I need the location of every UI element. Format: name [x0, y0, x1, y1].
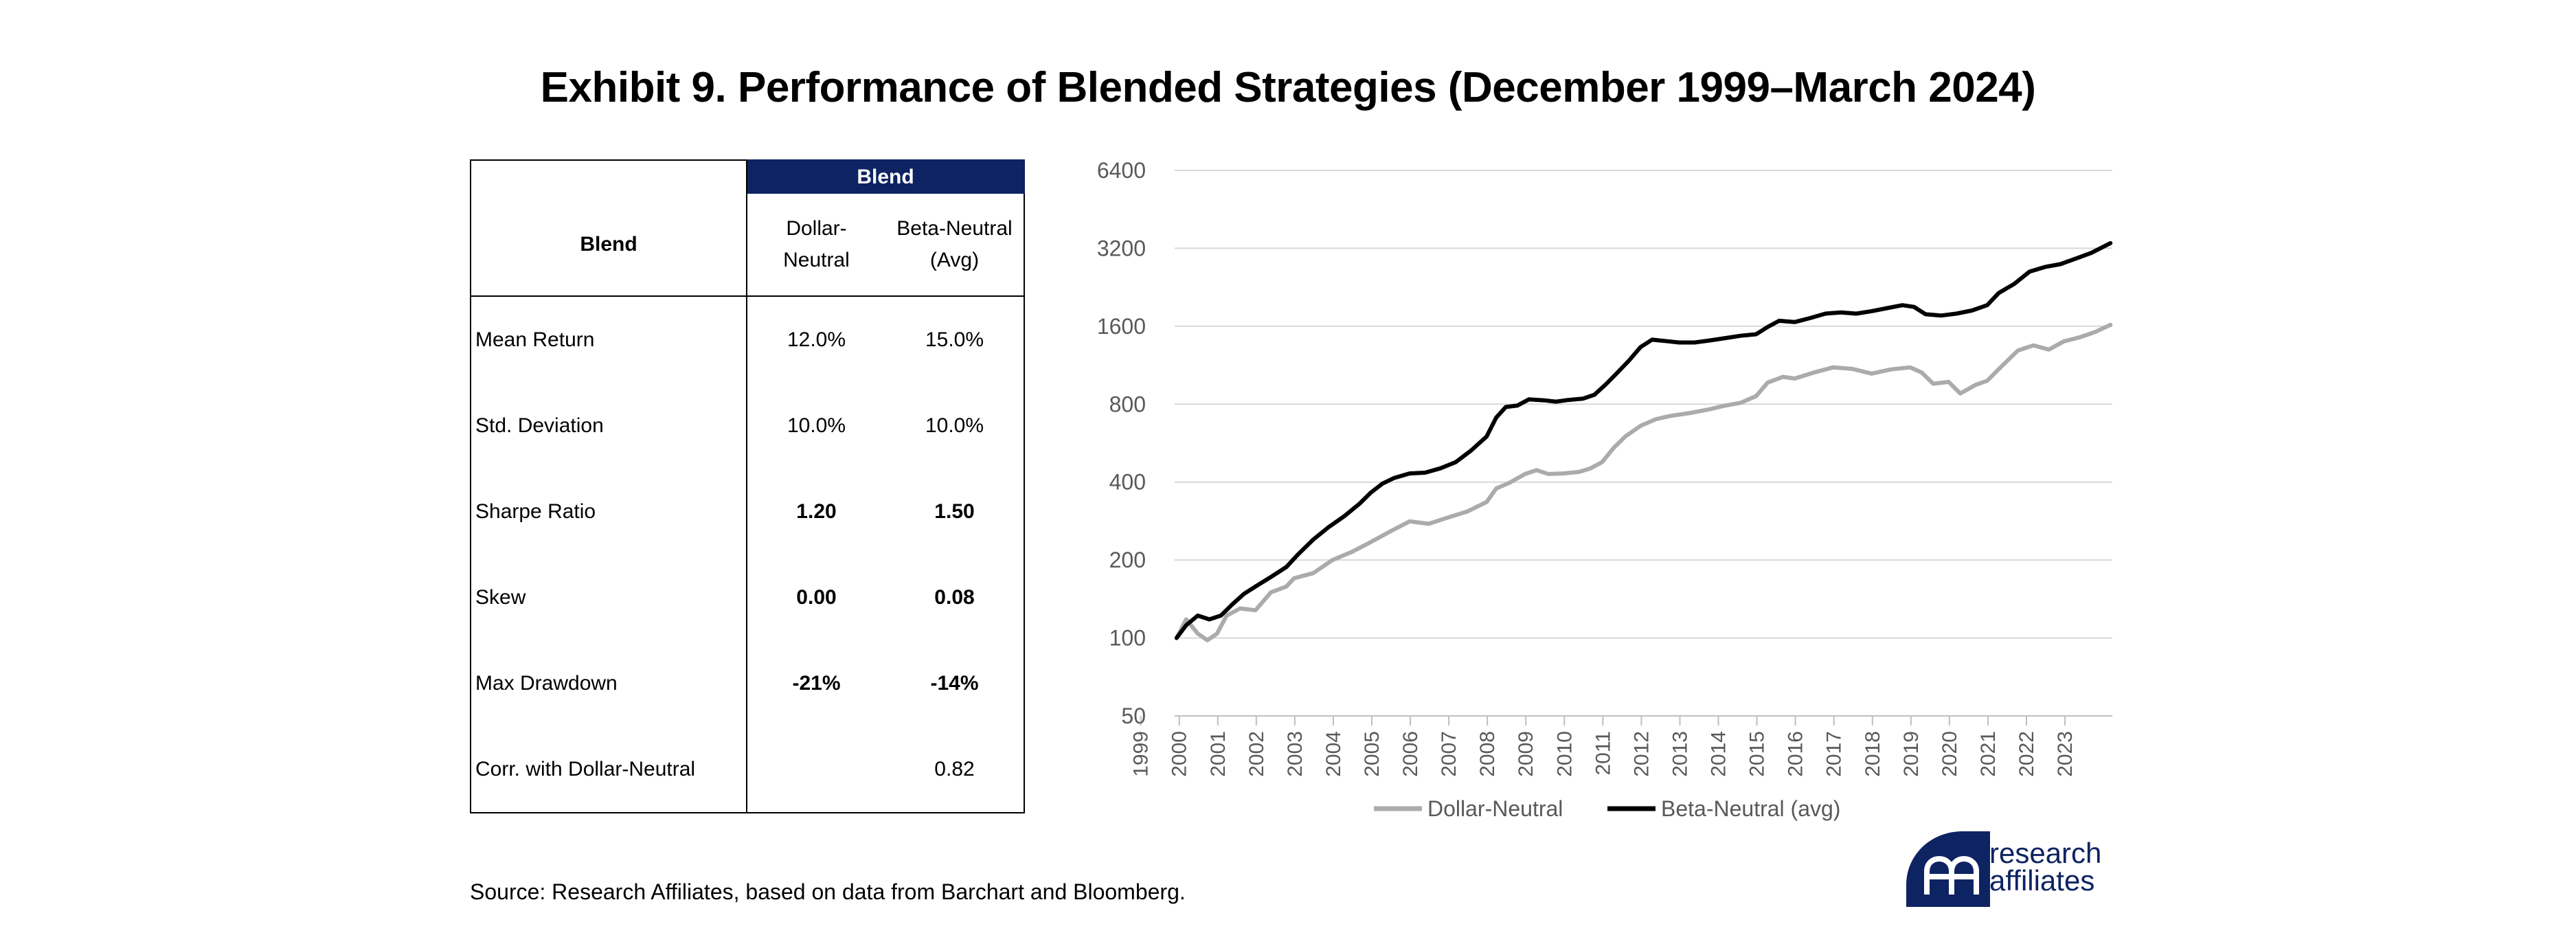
x-tick-label: 2014	[1708, 731, 1730, 777]
table-row: Max Drawdown -21% -14%	[470, 640, 1025, 726]
series-line-beta-neutral-avg	[1174, 240, 2113, 640]
y-tick-label: 200	[1109, 548, 1146, 572]
x-tick-label: 2017	[1823, 731, 1846, 777]
x-tick-label: 1999	[1130, 731, 1153, 777]
logo-wordmark: research affiliates	[1989, 837, 2102, 897]
col-header-dollar-line1: Dollar-	[786, 217, 847, 240]
y-tick-label: 50	[1121, 704, 1146, 728]
table-row: Sharpe Ratio 1.20 1.50	[470, 469, 1025, 554]
cell-beta-neutral: -14%	[885, 640, 1025, 726]
table-row: Std. Deviation 10.0% 10.0%	[470, 383, 1025, 469]
row-label: Max Drawdown	[470, 640, 747, 726]
cell-beta-neutral: 1.50	[885, 469, 1025, 554]
row-label: Std. Deviation	[470, 383, 747, 469]
performance-line-chart: 50 100 200 400 800 1600 3200 6400 1999 2000 2001 2…	[1097, 158, 2113, 821]
cell-dollar-neutral: 1.20	[796, 499, 837, 523]
source-note: Source: Research Affiliates, based on da…	[470, 879, 1186, 904]
legend-label: Dollar-Neutral	[1427, 796, 1563, 821]
x-tick-label: 2003	[1284, 731, 1307, 777]
cell-dollar-neutral: 0.00	[796, 585, 837, 609]
col-header-beta-line1: Beta-Neutral	[896, 217, 1013, 240]
gridlines	[1140, 170, 2112, 726]
x-tick-label: 2021	[1977, 731, 2000, 777]
x-tick-label: 2013	[1669, 731, 1691, 777]
y-tick-label: 3200	[1097, 236, 1146, 260]
logo-line-1: research	[1989, 837, 2102, 869]
col-header-dollar-line2: Neutral	[783, 249, 850, 271]
x-tick-label: 2022	[2015, 731, 2038, 777]
cell-beta-neutral: 0.82	[885, 726, 1025, 813]
x-tick-label: 2009	[1515, 731, 1537, 777]
y-tick-label: 100	[1109, 626, 1146, 651]
x-tick-label: 2023	[2054, 731, 2077, 777]
cell-beta-neutral: 15.0%	[885, 296, 1025, 383]
cell-dollar-neutral: -21%	[792, 671, 841, 695]
x-tick-label: 2011	[1592, 731, 1614, 776]
blend-group-header: Blend	[747, 159, 1025, 194]
logo-line-2: affiliates	[1989, 864, 2095, 897]
series-line-dollar-neutral	[1174, 322, 2113, 642]
y-tick-label: 400	[1109, 470, 1146, 495]
x-tick-label: 2015	[1746, 731, 1769, 777]
column-header-row: Blend Dollar- Neutral Beta-Neutral (Avg)	[470, 194, 1025, 297]
x-tick-label: 2008	[1476, 731, 1499, 777]
series-lines	[1174, 240, 2113, 642]
x-tick-label: 2019	[1900, 731, 1923, 777]
header-spacer	[470, 159, 747, 194]
stats-grid: Blend Blend Dollar- Neutral Beta-Neutral…	[470, 159, 1025, 813]
x-tick-label: 2018	[1862, 731, 1884, 777]
y-tick-label: 6400	[1097, 158, 1146, 183]
y-axis-ticks: 50 100 200 400 800 1600 3200 6400	[1097, 158, 1146, 728]
col-header-beta-line2: (Avg)	[929, 249, 980, 271]
cell-dollar-neutral: 10.0%	[787, 414, 846, 437]
x-tick-label: 2004	[1322, 731, 1345, 777]
cell-beta-neutral: 0.08	[885, 554, 1025, 640]
x-tick-label: 2007	[1438, 731, 1460, 777]
row-label: Corr. with Dollar-Neutral	[470, 726, 747, 813]
cell-dollar-neutral: 12.0%	[787, 328, 846, 351]
logo-glyph-icon	[1924, 855, 1979, 895]
row-label: Skew	[470, 554, 747, 640]
col-header-dollar-neutral: Dollar- Neutral	[747, 194, 885, 297]
x-tick-label: 2001	[1207, 731, 1230, 777]
statistics-table: Blend Blend Dollar- Neutral Beta-Neutral…	[470, 159, 1025, 815]
x-tick-label: 2020	[1939, 731, 1961, 777]
table-row: Corr. with Dollar-Neutral 0.82	[470, 726, 1025, 813]
x-tick-label: 2012	[1630, 731, 1653, 777]
table-row: Skew 0.00 0.08	[470, 554, 1025, 640]
col-header-beta-neutral: Beta-Neutral (Avg)	[885, 194, 1025, 297]
cell-dollar-neutral	[747, 726, 885, 813]
y-tick-label: 800	[1109, 392, 1146, 416]
group-header-row: Blend	[470, 159, 1025, 194]
x-tick-label: 2005	[1361, 731, 1383, 777]
x-axis-ticks: 1999 2000 2001 2002 2003 2004 2005 2006 2007 2008…	[1130, 731, 2077, 777]
cell-beta-neutral: 10.0%	[885, 383, 1025, 469]
x-tick-label: 2006	[1399, 731, 1422, 777]
chart-legend: Dollar-Neutral Beta-Neutral (avg)	[1374, 796, 1840, 821]
row-label: Sharpe Ratio	[470, 469, 747, 554]
research-affiliates-logo	[1906, 831, 1990, 907]
x-tick-label: 2016	[1785, 731, 1807, 777]
table-row: Mean Return 12.0% 15.0%	[470, 296, 1025, 383]
x-tick-label: 2002	[1245, 731, 1268, 777]
legend-label: Beta-Neutral (avg)	[1661, 796, 1840, 821]
x-tick-label: 2000	[1168, 731, 1191, 777]
row-label: Mean Return	[470, 296, 747, 383]
row-header-label: Blend	[470, 194, 747, 297]
y-tick-label: 1600	[1097, 314, 1146, 339]
x-tick-label: 2010	[1553, 731, 1576, 777]
exhibit-title: Exhibit 9. Performance of Blended Strate…	[540, 64, 2036, 111]
